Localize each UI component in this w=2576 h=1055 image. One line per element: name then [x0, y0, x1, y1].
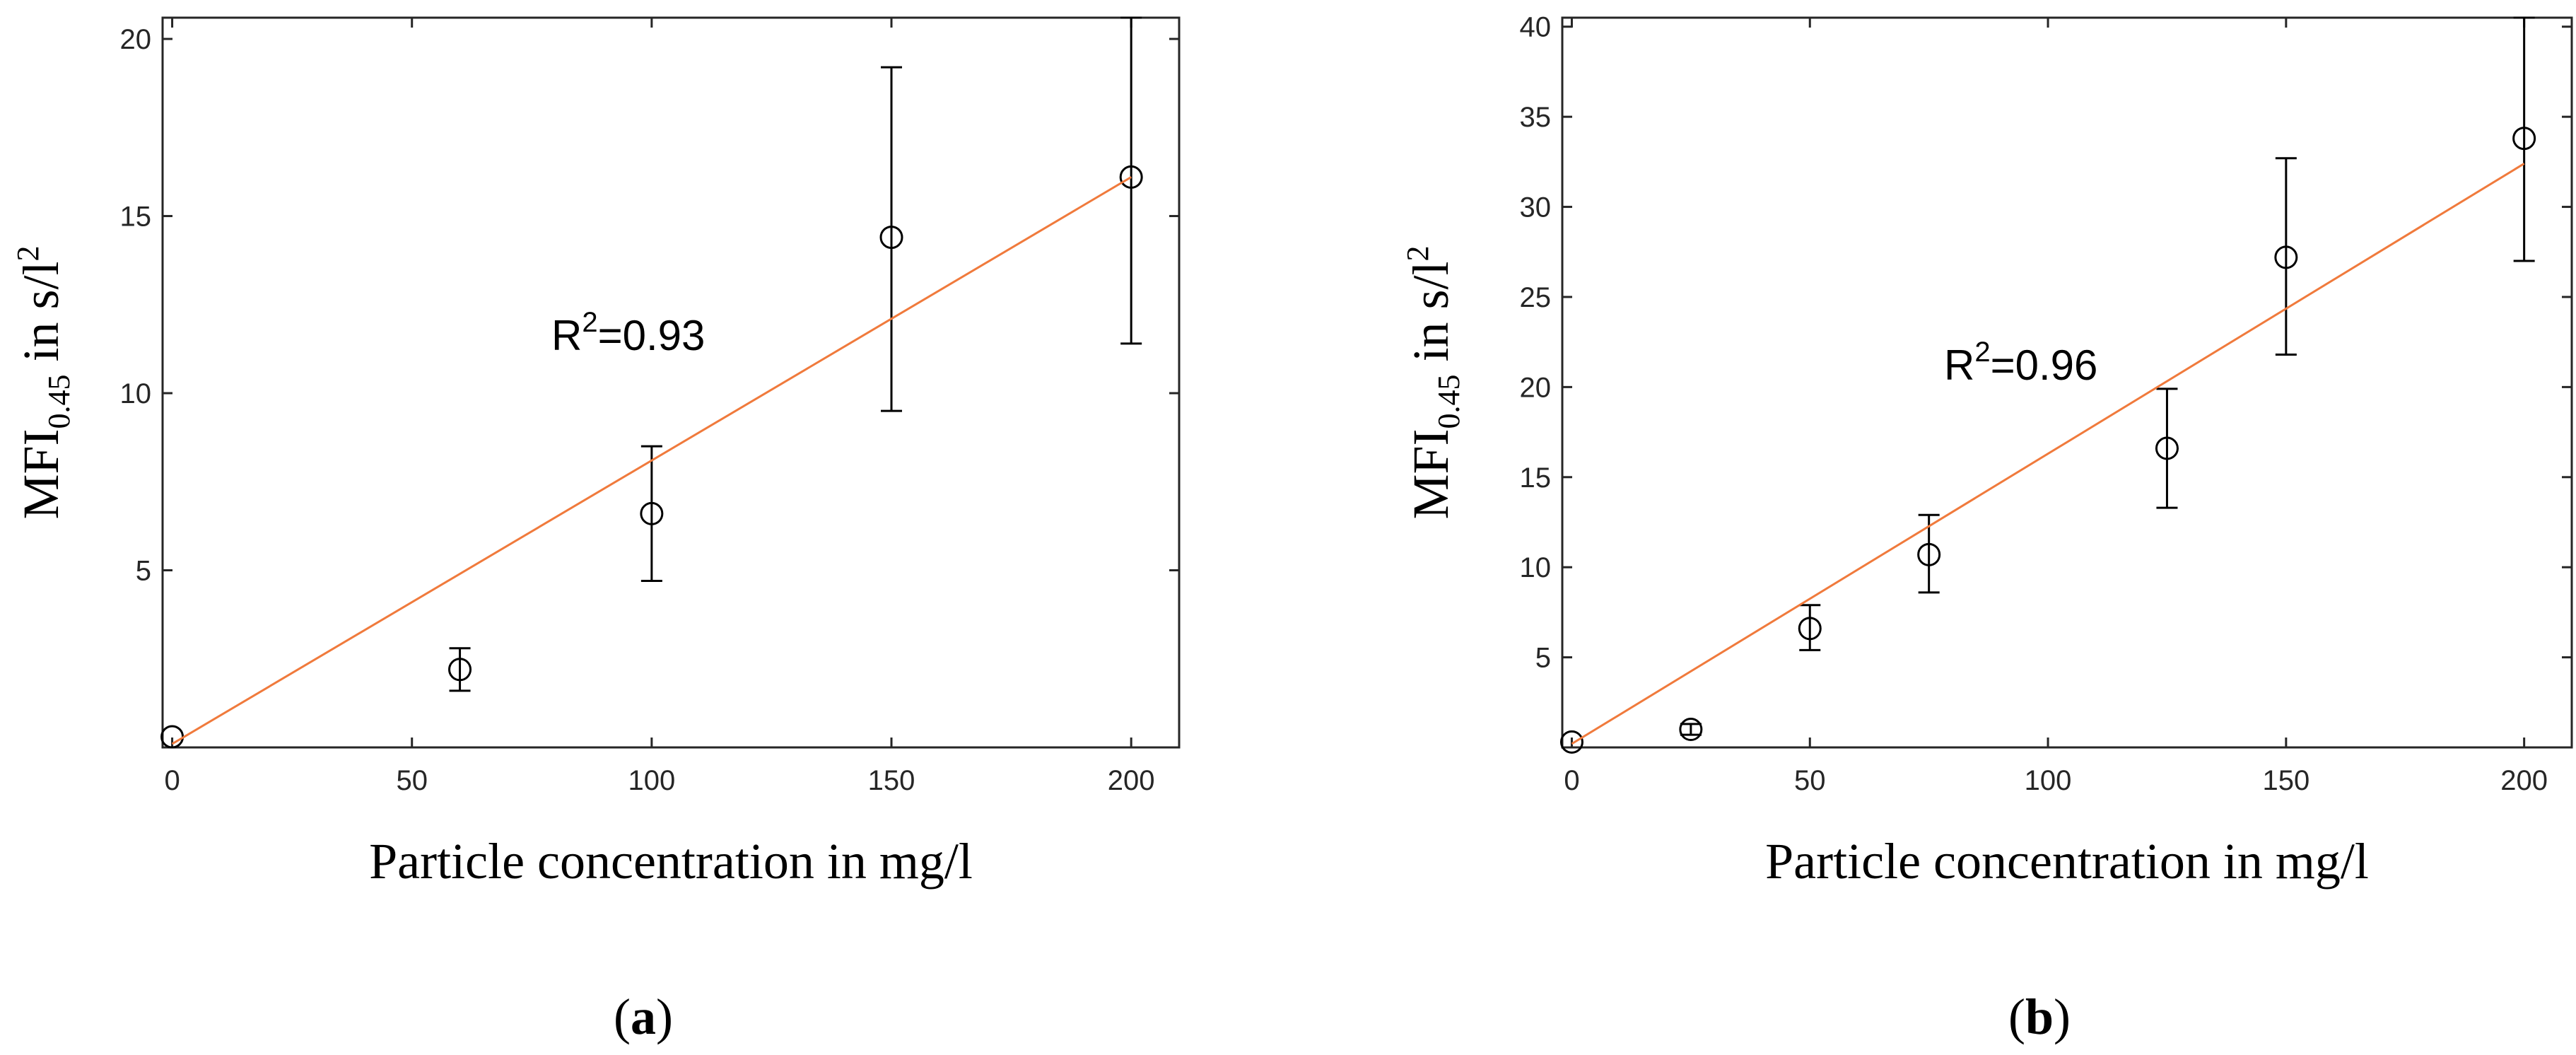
y-axis-title-unit-a: in s/l — [13, 261, 69, 374]
x-tick-label: 150 — [2262, 765, 2309, 796]
data-point — [1917, 542, 1941, 566]
r2-annotation-a: R2=0.93 — [551, 307, 705, 359]
data-point — [448, 658, 472, 682]
y-tick-label: 35 — [1520, 102, 1552, 133]
y-tick-label: 10 — [120, 378, 152, 409]
r2-value-a: =0.93 — [598, 312, 706, 359]
y-tick-label: 5 — [136, 556, 151, 587]
y-axis-title-sub-b: 0.45 — [1432, 374, 1466, 429]
y-tick-label: 30 — [1520, 192, 1552, 223]
markers-b — [1559, 127, 2536, 754]
y-tick-label: 20 — [1520, 372, 1552, 403]
data-point — [1679, 718, 1703, 742]
x-ticks-a: 0 50 100 150 200 — [164, 18, 1155, 796]
error-bars-b — [1680, 16, 2535, 736]
x-tick-label: 200 — [2500, 765, 2548, 796]
x-tick-label: 100 — [2025, 765, 2072, 796]
x-axis-title-b: Particle concentration in mg/l — [1765, 833, 2369, 890]
panel-letter-b: b — [2025, 989, 2054, 1045]
y-axis-title-a: MFI0.45 in s/l2 — [11, 245, 76, 519]
y-axis-title-main-a: MFI — [13, 429, 69, 519]
y-axis-title-unit-b: in s/l — [1403, 261, 1459, 374]
plot-frame-a — [161, 16, 1181, 749]
x-axis-title-a: Particle concentration in mg/l — [369, 833, 973, 890]
y-ticks-b: 5 10 15 20 25 30 35 40 — [1520, 12, 2572, 674]
panel-letter-a: a — [631, 989, 656, 1045]
x-tick-label: 0 — [1564, 765, 1579, 796]
y-tick-label: 40 — [1520, 12, 1552, 43]
data-point — [1119, 165, 1143, 189]
x-tick-label: 100 — [628, 765, 675, 796]
r2-label-b: R — [1944, 342, 1974, 389]
r2-sup-b: 2 — [1974, 337, 1990, 368]
plot-frame-b — [1561, 16, 2573, 749]
y-tick-label: 5 — [1535, 643, 1551, 674]
data-point — [1559, 730, 1583, 754]
r2-value-b: =0.96 — [1991, 342, 2098, 389]
panel-label-b: (b) — [2008, 989, 2071, 1045]
data-point — [879, 226, 903, 250]
x-ticks-b: 0 50 100 150 200 — [1564, 18, 2548, 796]
data-point — [1798, 617, 1822, 641]
y-tick-label: 15 — [1520, 462, 1552, 494]
x-tick-label: 150 — [868, 765, 915, 796]
panel-label-a: (a) — [614, 989, 673, 1045]
r2-annotation-b: R2=0.96 — [1944, 337, 2097, 389]
r2-sup-a: 2 — [582, 307, 597, 338]
y-tick-label: 25 — [1520, 282, 1552, 313]
data-point — [640, 501, 664, 525]
data-point — [2155, 436, 2179, 460]
y-tick-label: 10 — [1520, 552, 1552, 583]
fit-line-b — [1571, 163, 2525, 745]
y-tick-label: 20 — [120, 24, 152, 55]
r2-label-a: R — [551, 312, 582, 359]
y-axis-title-main-b: MFI — [1403, 429, 1459, 519]
data-point — [2512, 127, 2536, 151]
y-axis-title-sup-a: 2 — [11, 245, 45, 261]
y-tick-label: 15 — [120, 202, 152, 233]
x-tick-label: 50 — [1794, 765, 1826, 796]
x-tick-label: 0 — [164, 765, 180, 796]
y-axis-title-sub-a: 0.45 — [42, 374, 76, 429]
fit-line-a — [171, 176, 1132, 745]
x-tick-label: 200 — [1108, 765, 1155, 796]
data-point — [2274, 245, 2298, 269]
x-tick-label: 50 — [396, 765, 428, 796]
y-axis-title-sup-b: 2 — [1400, 245, 1435, 261]
error-bars-a — [449, 16, 1142, 692]
y-ticks-a: 5 10 15 20 — [120, 24, 1179, 587]
y-axis-title-b: MFI0.45 in s/l2 — [1400, 245, 1466, 519]
